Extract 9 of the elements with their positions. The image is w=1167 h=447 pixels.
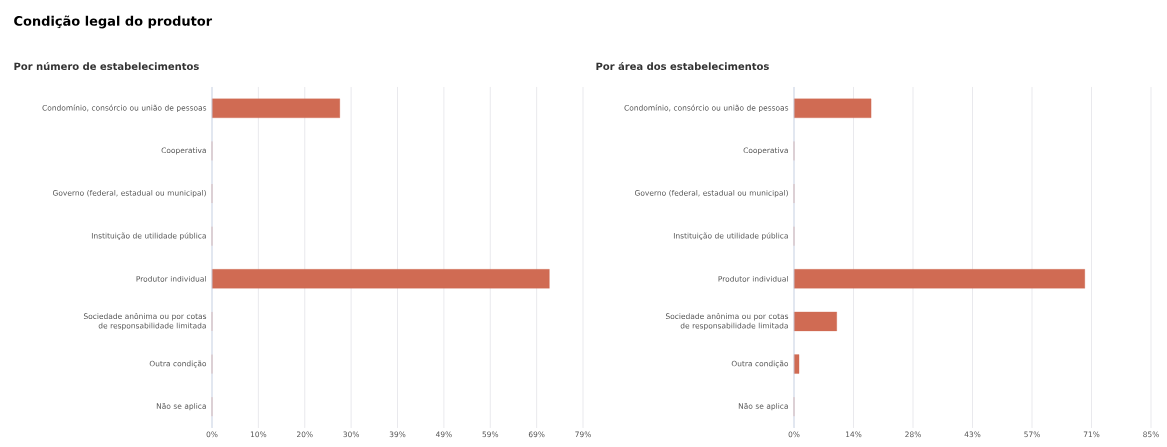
text: Por número de estabelecimentos	[14, 61, 199, 71]
bar	[211, 269, 550, 289]
bar	[211, 98, 340, 118]
bar	[793, 269, 1085, 289]
bar	[793, 311, 837, 332]
text: Por área dos estabelecimentos	[596, 61, 769, 71]
bar	[793, 98, 872, 118]
bar	[793, 354, 800, 374]
chart-title: Condição legal do produtor	[14, 15, 213, 29]
